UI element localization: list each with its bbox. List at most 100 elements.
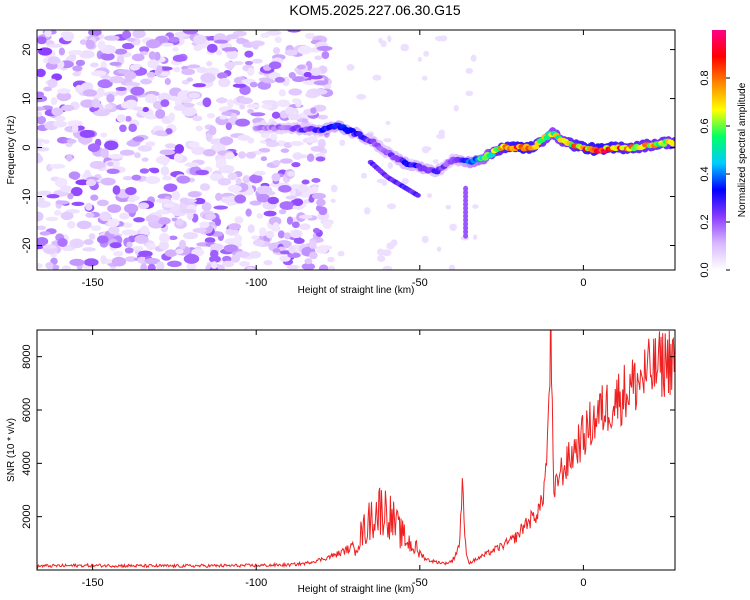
noise-blob (313, 104, 327, 112)
noise-blob (421, 75, 428, 81)
noise-blob (232, 61, 244, 66)
noise-blob (261, 99, 278, 105)
noise-blob (252, 42, 259, 50)
noise-blob (271, 111, 281, 119)
noise-blob (206, 113, 216, 119)
noise-blob (126, 99, 138, 108)
noise-blob (46, 194, 60, 199)
noise-blob (263, 210, 277, 217)
noise-blob (363, 207, 371, 215)
noise-blob (82, 247, 96, 252)
noise-blob (226, 34, 239, 40)
noise-blob (122, 175, 134, 181)
noise-blob (146, 71, 156, 78)
noise-blob (378, 37, 383, 44)
noise-blob (168, 235, 178, 241)
colorbar-tick-label: 0.6 (699, 118, 711, 133)
noise-blob (377, 255, 386, 262)
noise-blob (291, 161, 301, 168)
noise-blob (308, 240, 317, 249)
noise-blob (144, 114, 159, 120)
noise-blob (421, 235, 429, 244)
noise-blob (138, 250, 153, 258)
noise-blob (83, 89, 98, 97)
noise-blob (195, 125, 203, 132)
noise-blob (256, 213, 264, 219)
spectrogram-y-tick-label: 10 (21, 92, 33, 104)
noise-blob (376, 248, 385, 256)
noise-blob (155, 108, 166, 119)
noise-blob (50, 97, 58, 106)
noise-blob (199, 221, 210, 229)
noise-blob (90, 194, 99, 201)
noise-blob (106, 161, 114, 167)
snr-y-tick-label: 6000 (21, 398, 33, 422)
noise-blob (423, 50, 430, 57)
noise-blob (131, 106, 144, 111)
noise-blob (88, 233, 96, 240)
noise-blob (265, 30, 282, 36)
noise-blob (448, 264, 456, 270)
noise-blob (108, 226, 120, 235)
noise-blob (37, 47, 53, 56)
snr-x-tick-label: -100 (245, 577, 267, 589)
noise-blob (131, 246, 144, 251)
noise-blob (56, 91, 72, 102)
noise-blob (37, 138, 46, 144)
noise-blob (301, 179, 310, 185)
noise-blob (60, 185, 72, 193)
noise-blob (75, 59, 86, 67)
noise-blob (286, 171, 295, 177)
noise-blob (171, 217, 178, 222)
noise-blob (472, 204, 479, 209)
noise-blob (311, 192, 326, 200)
noise-blob (161, 42, 174, 47)
noise-blob (145, 176, 161, 185)
noise-blob (180, 209, 197, 214)
noise-blob (260, 156, 268, 162)
noise-blob (201, 202, 212, 212)
noise-blob (43, 86, 53, 92)
noise-blob (100, 148, 109, 159)
noise-blob (217, 178, 232, 186)
noise-blob (235, 177, 242, 185)
noise-blob (174, 143, 185, 154)
noise-blob (268, 216, 282, 226)
noise-blob (184, 162, 200, 168)
noise-blob (193, 44, 203, 52)
noise-blob (287, 30, 302, 33)
spectrogram-y-axis-label: Frequency (Hz) (6, 116, 17, 185)
snr-ticks: -150 -100 -50 0 2000 4000 6000 8000 (21, 330, 675, 589)
noise-blob (158, 240, 170, 251)
noise-blob (246, 266, 255, 270)
noise-blob (146, 242, 156, 251)
noise-blob (292, 198, 304, 207)
noise-blob (147, 263, 156, 270)
noise-blob (209, 255, 221, 263)
noise-blob (80, 82, 91, 90)
noise-blob (311, 185, 319, 194)
noise-blob (54, 177, 68, 188)
noise-blob (188, 92, 201, 99)
noise-blob (167, 260, 182, 268)
noise-blob (172, 46, 179, 52)
noise-blob (172, 54, 186, 62)
noise-blob (66, 138, 77, 144)
noise-blob (100, 132, 108, 138)
noise-blob (71, 201, 85, 207)
noise-blob (181, 106, 197, 117)
noise-blob (270, 133, 278, 141)
colorbar-tick-label: 0.4 (699, 166, 711, 181)
noise-blob (245, 151, 256, 159)
noise-blob (45, 216, 59, 222)
noise-blob (237, 134, 251, 141)
noise-blob (90, 62, 99, 68)
noise-blob (122, 42, 135, 50)
noise-blob (293, 237, 305, 244)
noise-blob (159, 232, 170, 243)
noise-blob (232, 83, 247, 88)
noise-blob (68, 171, 81, 180)
noise-blob (47, 78, 58, 89)
noise-blob (76, 220, 92, 230)
noise-blob (192, 83, 206, 88)
